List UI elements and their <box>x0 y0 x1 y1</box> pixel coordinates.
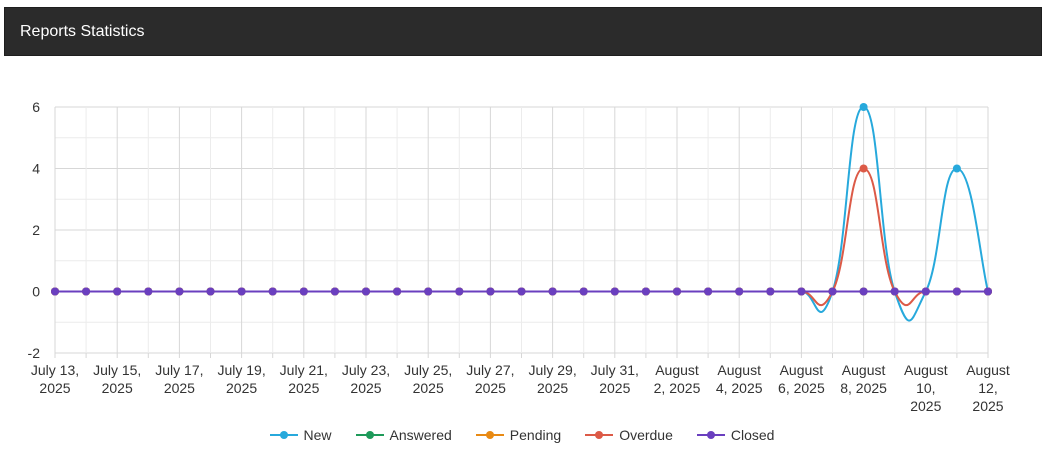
series-closed-point[interactable] <box>890 287 899 296</box>
legend-item-pending[interactable]: Pending <box>475 427 562 443</box>
series-closed-point[interactable] <box>268 287 277 296</box>
x-axis-labels: July 13, 2025 July 15, 2025 July 17, 2025 July… <box>31 362 1010 414</box>
x-tick-label: July 27, 2025 <box>466 362 514 396</box>
x-tick-label: August 10, 2025 <box>904 362 948 414</box>
legend-swatch-pending <box>475 429 504 441</box>
legend-label-pending: Pending <box>509 427 562 443</box>
x-tick-label: July 25, 2025 <box>404 362 452 396</box>
series-closed-point[interactable] <box>952 287 961 296</box>
series-closed-point[interactable] <box>82 287 91 296</box>
series-closed-point[interactable] <box>330 287 339 296</box>
x-tick-label: July 31, 2025 <box>591 362 639 396</box>
series-closed-point[interactable] <box>673 287 681 296</box>
series-closed-point[interactable] <box>859 287 868 296</box>
series-closed-point[interactable] <box>579 287 588 296</box>
x-tick-label: July 23, 2025 <box>342 362 390 396</box>
panel-header: Reports Statistics <box>4 7 1042 56</box>
chart-legend: New Answered Pending Overdue Closed <box>0 426 1044 444</box>
x-tick-label: August 2, 2025 <box>654 362 701 396</box>
legend-label-overdue: Overdue <box>619 427 673 443</box>
series-closed-point[interactable] <box>548 287 557 296</box>
x-tick-label: July 29, 2025 <box>528 362 576 396</box>
series-closed-point[interactable] <box>237 287 246 296</box>
x-tick-label: August 6, 2025 <box>778 362 825 396</box>
y-tick-label: 4 <box>32 161 40 177</box>
y-axis-labels: -2 0 2 4 6 <box>28 99 41 361</box>
chart-series <box>51 103 992 322</box>
series-closed-point[interactable] <box>51 287 59 296</box>
y-tick-label: 2 <box>32 222 40 238</box>
series-closed <box>51 287 992 296</box>
legend-item-closed[interactable]: Closed <box>696 427 775 443</box>
reports-statistics-panel: Reports Statistics <box>4 7 1042 461</box>
series-closed-point[interactable] <box>299 287 308 296</box>
x-tick-label: July 13, 2025 <box>31 362 79 396</box>
series-new-point[interactable] <box>859 103 868 111</box>
series-closed-point[interactable] <box>393 287 402 296</box>
series-closed-point[interactable] <box>517 287 526 296</box>
x-tick-label: July 17, 2025 <box>155 362 203 396</box>
x-tick-label: July 21, 2025 <box>280 362 328 396</box>
x-tick-label: July 15, 2025 <box>93 362 141 396</box>
y-tick-label: 6 <box>32 99 40 115</box>
series-new-point[interactable] <box>952 164 961 173</box>
legend-item-overdue[interactable]: Overdue <box>585 427 673 443</box>
legend-item-answered[interactable]: Answered <box>355 427 452 443</box>
series-closed-point[interactable] <box>113 287 122 296</box>
y-tick-label: 0 <box>32 284 40 300</box>
series-overdue-point[interactable] <box>859 164 868 173</box>
panel-title: Reports Statistics <box>20 23 145 40</box>
series-closed-point[interactable] <box>362 287 370 296</box>
x-tick-label: August 12, 2025 <box>966 362 1010 414</box>
series-closed-point[interactable] <box>610 287 619 296</box>
series-closed-point[interactable] <box>424 287 433 296</box>
legend-label-new: New <box>303 427 332 443</box>
series-closed-point[interactable] <box>828 287 837 296</box>
series-closed-point[interactable] <box>984 287 992 296</box>
legend-label-closed: Closed <box>730 427 775 443</box>
x-tick-label: August 4, 2025 <box>716 362 763 396</box>
legend-label-answered: Answered <box>389 427 452 443</box>
series-closed-point[interactable] <box>641 287 650 296</box>
series-closed-point[interactable] <box>175 287 184 296</box>
series-closed-point[interactable] <box>766 287 775 296</box>
series-closed-point[interactable] <box>704 287 713 296</box>
series-closed-point[interactable] <box>206 287 215 296</box>
series-closed-point[interactable] <box>921 287 930 296</box>
legend-swatch-overdue <box>585 429 614 441</box>
legend-swatch-closed <box>696 429 725 441</box>
x-tick-label: August 8, 2025 <box>840 362 887 396</box>
x-tick-label: July 19, 2025 <box>217 362 265 396</box>
series-closed-point[interactable] <box>455 287 464 296</box>
y-tick-label: -2 <box>28 345 41 361</box>
series-closed-point[interactable] <box>797 287 806 296</box>
series-closed-point[interactable] <box>735 287 744 296</box>
legend-swatch-new <box>269 429 298 441</box>
legend-swatch-answered <box>355 429 384 441</box>
series-closed-point[interactable] <box>144 287 153 296</box>
legend-item-new[interactable]: New <box>269 427 332 443</box>
chart-grid <box>54 106 989 358</box>
series-closed-point[interactable] <box>486 287 495 296</box>
